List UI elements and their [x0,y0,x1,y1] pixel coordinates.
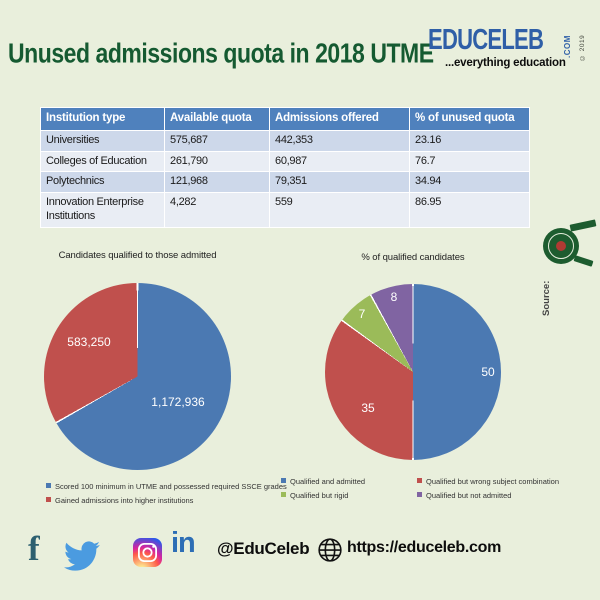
educeleb-logo-tld: .COM [563,35,572,58]
cell-unused: 23.16 [409,129,530,152]
right-pie-title: % of qualified candidates [361,252,465,263]
source-label: Source: [541,280,552,316]
legend-marker-red [417,478,422,483]
cell-available: 121,968 [164,171,270,194]
table-row: Universities 575,687 442,353 23.16 [40,129,530,152]
cell-unused: 76.7 [409,150,530,173]
jamb-logo-core [556,241,566,251]
cell-unused: 34.94 [409,171,530,194]
legend-marker-blue [46,483,51,488]
table-header-row: Institution type Available quota Admissi… [40,107,530,131]
globe-icon [317,537,343,568]
legend-label: Scored 100 minimum in UTME and possessed… [55,482,287,491]
legend-label: Qualified but wrong subject combination [426,477,559,486]
cell-offered: 60,987 [269,150,410,173]
left-pie-legend: Scored 100 minimum in UTME and possessed… [46,482,287,510]
jamb-logo-ribbon [573,255,594,267]
legend-item: Scored 100 minimum in UTME and possessed… [46,482,287,491]
legend-label: Qualified but not admitted [426,491,512,500]
table-row: Colleges of Education 261,790 60,987 76.… [40,150,530,173]
source-attribution: Source: [540,219,598,320]
pie-value-label: 8 [390,290,398,304]
legend-item: Qualified but not admitted [417,491,559,500]
cell-institution: Innovation Enterprise Institutions [40,192,165,228]
legend-item: Qualified but rigid [281,491,417,500]
educeleb-logo: EDUCELEB .COM © 2019 ...everything educa… [428,24,598,76]
pie-value-label: 50 [481,365,495,379]
website-url[interactable]: https://educeleb.com [347,539,502,556]
instagram-icon[interactable] [133,538,162,567]
left-pie-title: Candidates qualified to those admitted [58,250,217,261]
pie-value-label: 1,172,936 [151,395,205,409]
linkedin-icon[interactable]: in [171,527,196,559]
cell-available: 261,790 [164,150,270,173]
admissions-quota-table: Institution type Available quota Admissi… [40,107,530,228]
col-header-institution-type: Institution type [40,107,165,131]
jamb-logo-ribbon [569,219,597,232]
cell-available: 4,282 [164,192,270,228]
table-row: Polytechnics 121,968 79,351 34.94 [40,171,530,194]
cell-institution: Universities [40,129,165,152]
col-header-available-quota: Available quota [164,107,270,131]
copyright-text: © 2019 [579,34,586,61]
legend-label: Qualified but rigid [290,491,349,500]
jamb-logo [543,228,579,264]
cell-offered: 442,353 [269,129,410,152]
facebook-icon[interactable]: f [28,529,40,568]
legend-marker-blue [281,478,286,483]
cell-offered: 79,351 [269,171,410,194]
twitter-icon[interactable] [64,541,100,576]
pie-chart-qualified-percentages: 50 35 7 8 [325,284,501,460]
cell-unused: 86.95 [409,192,530,228]
col-header-admissions-offered: Admissions offered [269,107,410,131]
legend-label: Gained admissions into higher institutio… [55,496,194,505]
legend-label: Qualified and admitted [290,477,366,486]
legend-marker-green [281,492,286,497]
pie-value-label: 7 [358,307,366,321]
legend-item: Qualified but wrong subject combination [417,477,559,486]
table-row: Innovation Enterprise Institutions 4,282… [40,192,530,228]
pie-value-label: 583,250 [67,335,111,349]
legend-item: Qualified and admitted [281,477,417,486]
page-title: Unused admissions quota in 2018 UTME [8,38,434,70]
educeleb-logo-wordmark: EDUCELEB [428,24,544,56]
educeleb-tagline: ...everything education [445,57,566,69]
cell-institution: Polytechnics [40,171,165,194]
social-handle[interactable]: @EduCeleb [217,539,310,558]
legend-marker-red [46,497,51,502]
legend-marker-purple [417,492,422,497]
right-pie-legend: Qualified and admitted Qualified but rig… [281,477,559,500]
cell-institution: Colleges of Education [40,150,165,173]
cell-offered: 559 [269,192,410,228]
col-header-unused-quota: % of unused quota [409,107,530,131]
jamb-logo-ring [548,233,574,259]
pie-value-label: 35 [361,401,375,415]
legend-item: Gained admissions into higher institutio… [46,496,287,505]
pie-chart-candidates-qualified: 1,172,936 583,250 [44,283,231,470]
cell-available: 575,687 [164,129,270,152]
